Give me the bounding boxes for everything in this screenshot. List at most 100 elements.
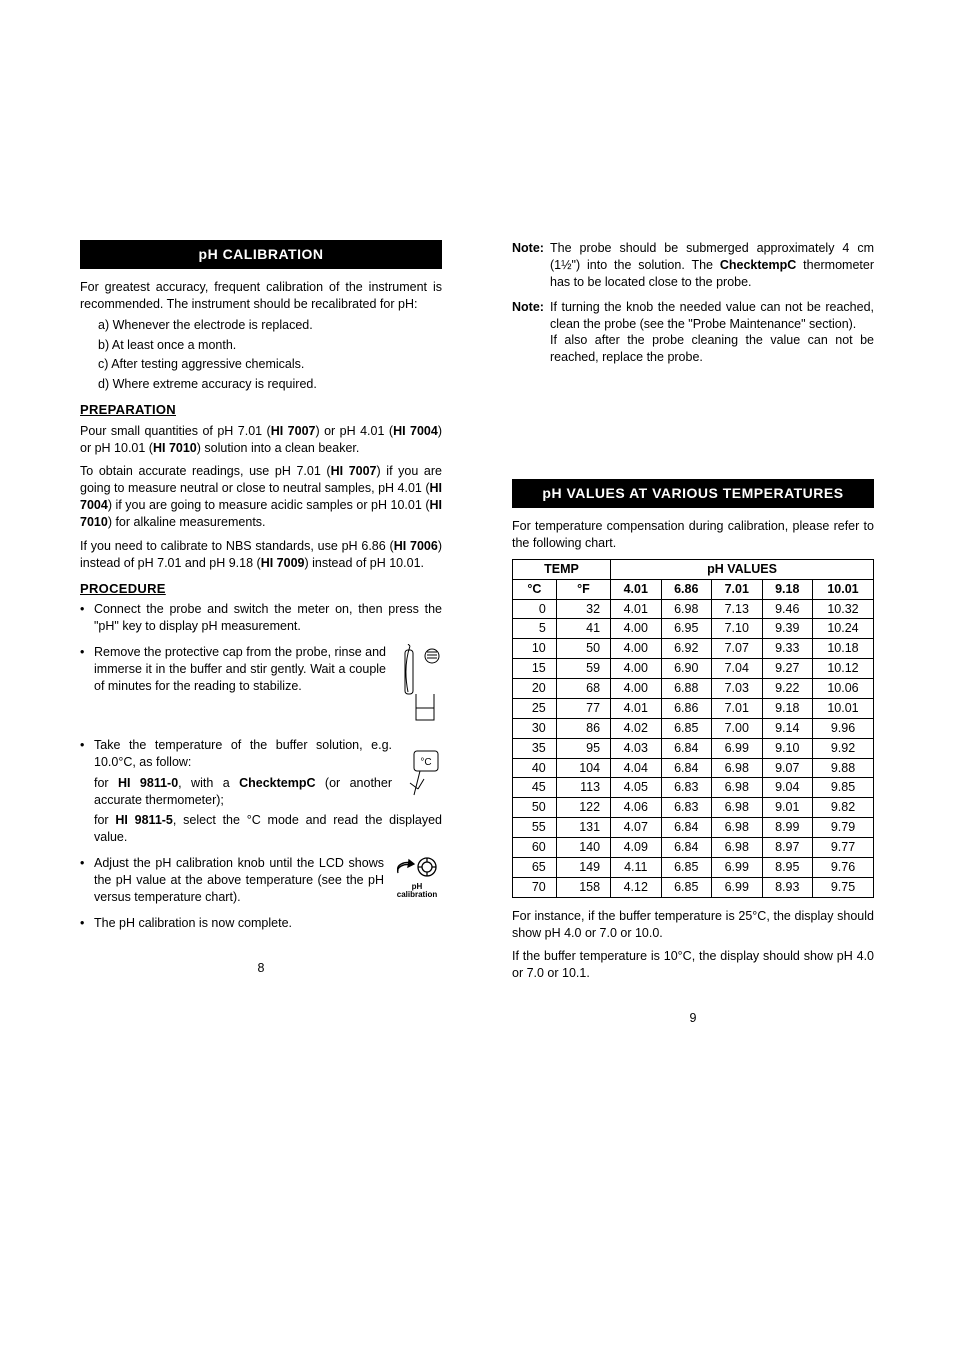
table-cell: 20	[513, 679, 557, 699]
table-cell: 4.03	[611, 738, 661, 758]
product-code: HI 7010	[153, 441, 197, 455]
table-cell: 9.33	[762, 639, 812, 659]
table-cell: 6.99	[712, 857, 762, 877]
col-c: °C	[513, 579, 557, 599]
table-cell: 9.92	[812, 738, 873, 758]
table-cell: 77	[556, 698, 610, 718]
table-cell: 6.98	[661, 599, 711, 619]
table-cell: 70	[513, 877, 557, 897]
text: ) solution into a clean beaker.	[197, 441, 360, 455]
table-cell: 4.05	[611, 778, 661, 798]
page-left: pH CALIBRATION For greatest accuracy, fr…	[80, 240, 442, 1027]
table-cell: 9.77	[812, 838, 873, 858]
table-cell: 60	[513, 838, 557, 858]
table-cell: 8.99	[762, 818, 812, 838]
col-p4: 9.18	[762, 579, 812, 599]
table-row: 601404.096.846.988.979.77	[513, 838, 874, 858]
table-cell: 9.18	[762, 698, 812, 718]
table-cell: 10.32	[812, 599, 873, 619]
table-cell: 5	[513, 619, 557, 639]
table-cell: 6.84	[661, 758, 711, 778]
probe-in-beaker-icon	[394, 644, 442, 722]
table-cell: 59	[556, 659, 610, 679]
col-group-ph: pH VALUES	[611, 559, 874, 579]
table-cell: 6.98	[712, 778, 762, 798]
product-code: HI 7004	[393, 424, 438, 438]
list-item: a) Whenever the electrode is replaced.	[98, 317, 442, 334]
table-cell: 50	[513, 798, 557, 818]
table-row: 25774.016.867.019.1810.01	[513, 698, 874, 718]
note-text: If turning the knob the needed value can…	[550, 299, 874, 367]
section-header-calibration: pH CALIBRATION	[80, 240, 442, 269]
procedure-step: The pH calibration is now complete.	[80, 915, 442, 932]
table-cell: 158	[556, 877, 610, 897]
procedure-step: °C Take the temperature of the buffer so…	[80, 737, 442, 846]
product-code: HI 9811-5	[115, 813, 173, 827]
product-name: ChecktempC	[720, 258, 796, 272]
calibration-intro: For greatest accuracy, frequent calibrat…	[80, 279, 442, 313]
table-cell: 10.06	[812, 679, 873, 699]
product-code: HI 7007	[331, 464, 377, 478]
table-cell: 131	[556, 818, 610, 838]
table-row: 551314.076.846.988.999.79	[513, 818, 874, 838]
text: Remove the protective cap from the probe…	[94, 645, 386, 693]
table-cell: 10.12	[812, 659, 873, 679]
procedure-step: Connect the probe and switch the meter o…	[80, 601, 442, 635]
table-cell: 4.07	[611, 818, 661, 838]
text: Pour small quantities of pH 7.01 (	[80, 424, 271, 438]
table-cell: 95	[556, 738, 610, 758]
prep-paragraph-2: To obtain accurate readings, use pH 7.01…	[80, 463, 442, 531]
product-name: ChecktempC	[239, 776, 315, 790]
table-cell: 6.83	[661, 798, 711, 818]
table-cell: 9.22	[762, 679, 812, 699]
col-group-temp: TEMP	[513, 559, 611, 579]
text: Adjust the pH calibration knob until the…	[94, 856, 384, 904]
table-cell: 10.24	[812, 619, 873, 639]
table-cell: 4.04	[611, 758, 661, 778]
table-row: 401044.046.846.989.079.88	[513, 758, 874, 778]
table-cell: 7.00	[712, 718, 762, 738]
table-cell: 0	[513, 599, 557, 619]
table-cell: 104	[556, 758, 610, 778]
text: ) for alkaline measurements.	[108, 515, 266, 529]
table-cell: 140	[556, 838, 610, 858]
text: ) instead of pH 10.01.	[304, 556, 424, 570]
table-cell: 9.07	[762, 758, 812, 778]
col-p5: 10.01	[812, 579, 873, 599]
preparation-heading: PREPARATION	[80, 401, 442, 419]
table-row: 701584.126.856.998.939.75	[513, 877, 874, 897]
knob-label: pHcalibration	[392, 883, 442, 899]
table-cell: 45	[513, 778, 557, 798]
table-cell: 25	[513, 698, 557, 718]
table-cell: 113	[556, 778, 610, 798]
table-cell: 6.95	[661, 619, 711, 639]
text: for HI 9811-0, with a ChecktempC (or ano…	[94, 775, 442, 809]
table-cell: 7.10	[712, 619, 762, 639]
col-p1: 4.01	[611, 579, 661, 599]
table-cell: 8.95	[762, 857, 812, 877]
table-row: 451134.056.836.989.049.85	[513, 778, 874, 798]
table-cell: 10.18	[812, 639, 873, 659]
table-row: 0324.016.987.139.4610.32	[513, 599, 874, 619]
page-right: Note: The probe should be submerged appr…	[512, 240, 874, 1027]
recalibrate-list: a) Whenever the electrode is replaced. b…	[80, 317, 442, 394]
example-2: If the buffer temperature is 10°C, the d…	[512, 948, 874, 982]
page-number: 8	[80, 960, 442, 977]
table-cell: 9.96	[812, 718, 873, 738]
table-cell: 4.11	[611, 857, 661, 877]
thermometer-icon: °C	[400, 737, 442, 799]
calibration-knob-icon: pHcalibration	[392, 855, 442, 899]
text: ) or pH 4.01 (	[315, 424, 393, 438]
table-row: 15594.006.907.049.2710.12	[513, 659, 874, 679]
table-cell: 6.84	[661, 838, 711, 858]
table-cell: 6.92	[661, 639, 711, 659]
table-cell: 6.98	[712, 838, 762, 858]
note-2: Note: If turning the knob the needed val…	[512, 299, 874, 367]
note-text: The probe should be submerged approximat…	[550, 240, 874, 291]
table-cell: 6.98	[712, 818, 762, 838]
table-cell: 6.98	[712, 798, 762, 818]
list-item: d) Where extreme accuracy is required.	[98, 376, 442, 393]
table-cell: 9.82	[812, 798, 873, 818]
table-cell: 9.27	[762, 659, 812, 679]
col-p2: 6.86	[661, 579, 711, 599]
